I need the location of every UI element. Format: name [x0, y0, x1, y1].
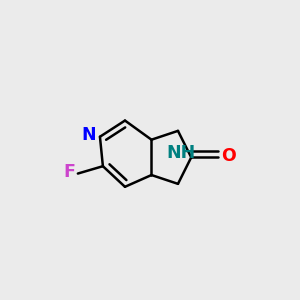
Text: F: F [63, 163, 75, 181]
Text: NH: NH [166, 144, 196, 162]
Text: N: N [82, 126, 96, 144]
Text: O: O [221, 147, 236, 165]
